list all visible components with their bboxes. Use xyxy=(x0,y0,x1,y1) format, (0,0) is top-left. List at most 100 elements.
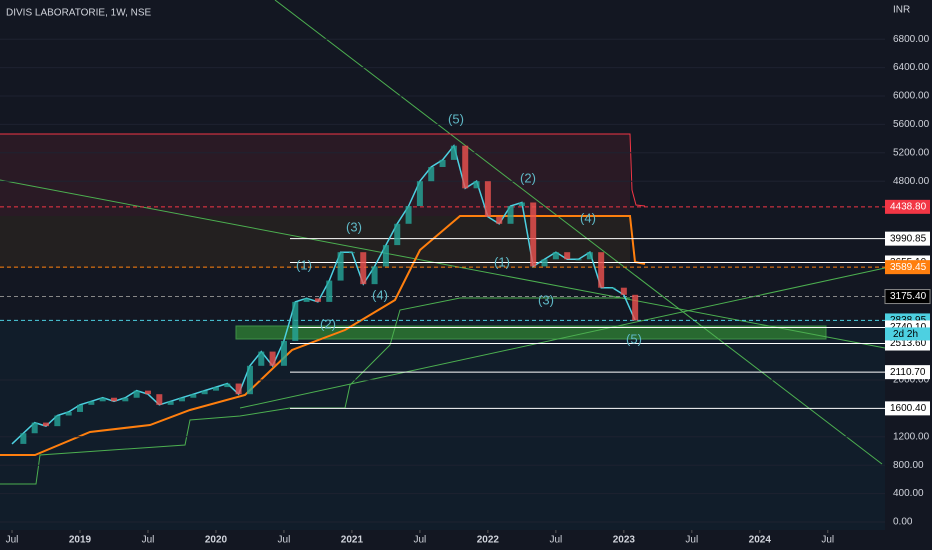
candle xyxy=(122,397,129,402)
candle xyxy=(314,298,321,302)
candle xyxy=(564,252,571,260)
candle xyxy=(224,383,231,388)
candle xyxy=(292,301,299,341)
x-tick-label: 2022 xyxy=(477,535,500,546)
zone-orange xyxy=(0,216,630,268)
candle xyxy=(473,181,480,189)
wave-label: (4) xyxy=(580,210,596,225)
candle xyxy=(632,294,639,321)
price-label-box xyxy=(885,401,930,416)
candle xyxy=(450,145,457,160)
candle xyxy=(235,383,242,395)
x-tick-label: Jul xyxy=(821,535,834,546)
x-tick-label: 2023 xyxy=(613,535,636,546)
candle xyxy=(337,252,344,281)
candle xyxy=(65,411,72,416)
candle xyxy=(348,252,355,254)
candle xyxy=(394,223,401,246)
price-label: 3175.40 xyxy=(890,291,927,302)
y-tick-label: 800.00 xyxy=(893,460,924,471)
candle xyxy=(360,252,367,285)
zone-blue xyxy=(0,320,885,530)
price-label: 4438.80 xyxy=(890,201,927,212)
candle xyxy=(609,287,616,289)
candle xyxy=(405,206,412,224)
wave-label: (5) xyxy=(448,111,464,126)
y-tick-label: 5600.00 xyxy=(893,119,930,130)
price-label: 3589.45 xyxy=(890,262,927,273)
price-label-box xyxy=(884,289,931,305)
x-tick-label: 2024 xyxy=(749,535,772,546)
candle xyxy=(88,401,95,405)
wave-label: (1) xyxy=(494,254,510,269)
candle xyxy=(167,401,174,405)
wave-label: (4) xyxy=(372,287,388,302)
candle xyxy=(382,245,389,267)
candle xyxy=(326,280,333,302)
candle xyxy=(303,298,310,302)
y-tick-label: 1200.00 xyxy=(893,431,930,442)
x-tick-label: Jul xyxy=(685,535,698,546)
price-axis xyxy=(885,0,932,550)
candle xyxy=(586,252,593,260)
candle xyxy=(20,433,27,444)
y-tick-label: 2000.00 xyxy=(893,375,930,386)
candle xyxy=(575,259,582,261)
y-tick-label: 6000.00 xyxy=(893,91,930,102)
wave-label: (5) xyxy=(626,331,642,346)
support-zone xyxy=(235,325,827,340)
candle xyxy=(144,390,151,395)
price-label: 2110.70 xyxy=(890,367,926,378)
price-label-box xyxy=(885,199,930,214)
zone-red xyxy=(0,134,630,216)
candle xyxy=(598,252,605,288)
y-tick-label: 6400.00 xyxy=(893,62,930,73)
candle xyxy=(484,181,491,217)
candle xyxy=(258,351,265,366)
candle xyxy=(190,394,197,398)
candle xyxy=(439,159,446,167)
candle xyxy=(178,397,185,402)
price-label-box xyxy=(885,260,930,275)
candle xyxy=(99,397,106,402)
wave-label: (3) xyxy=(538,292,554,307)
x-tick-label: 2020 xyxy=(205,535,228,546)
chart-title: DIVIS LABORATORIE, 1W, NSE xyxy=(6,8,152,19)
candle xyxy=(462,145,469,189)
candle xyxy=(201,390,208,395)
candle xyxy=(541,259,548,267)
y-tick-label: 400.00 xyxy=(893,488,924,499)
candle xyxy=(43,422,50,427)
trend-line xyxy=(239,267,886,409)
candle xyxy=(54,415,61,427)
candle xyxy=(77,404,83,412)
candle xyxy=(371,266,378,285)
x-tick-label: Jul xyxy=(549,535,562,546)
candle xyxy=(133,390,140,398)
countdown: 2d 2h xyxy=(893,329,918,340)
candle xyxy=(620,287,627,295)
price-label: 2513.60 xyxy=(890,338,927,349)
candle xyxy=(246,365,253,395)
x-tick-label: Jul xyxy=(278,535,291,546)
x-tick-label: 2021 xyxy=(341,535,364,546)
price-label-box xyxy=(885,365,930,380)
candle xyxy=(156,394,163,405)
candle xyxy=(280,340,287,366)
x-tick-label: 2019 xyxy=(69,535,92,546)
price-label: 3990.85 xyxy=(890,233,927,244)
wave-label: (2) xyxy=(520,170,536,185)
candle xyxy=(428,166,435,182)
candle xyxy=(416,181,423,207)
y-tick-label: 0.00 xyxy=(893,517,913,528)
price-label-box xyxy=(885,231,930,246)
candle xyxy=(31,422,38,434)
wave-label: (2) xyxy=(320,316,336,331)
wave-label: (1) xyxy=(296,257,312,272)
candle xyxy=(212,387,219,391)
price-label: 1600.40 xyxy=(890,403,927,414)
candle xyxy=(269,351,276,366)
candle xyxy=(507,206,514,224)
candle xyxy=(530,202,537,267)
